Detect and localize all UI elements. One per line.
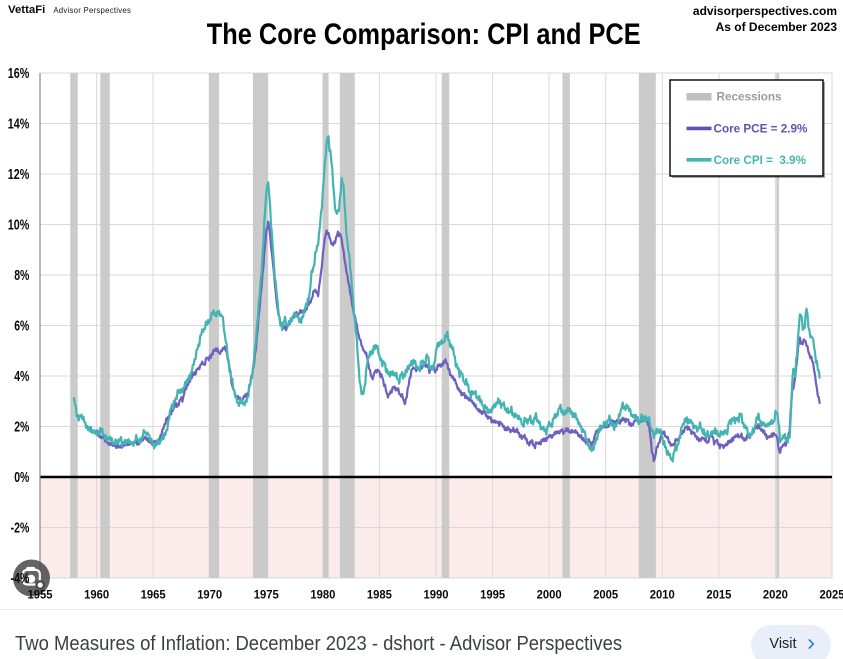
svg-text:1995: 1995 (480, 588, 505, 602)
svg-text:16%: 16% (8, 66, 30, 82)
svg-text:2010: 2010 (650, 588, 675, 602)
svg-text:2015: 2015 (706, 588, 731, 602)
svg-text:-4%: -4% (11, 571, 30, 587)
svg-text:Core PCE = 2.9%: Core PCE = 2.9% (714, 122, 808, 135)
svg-text:1975: 1975 (254, 588, 279, 602)
svg-text:2005: 2005 (593, 588, 618, 602)
svg-text:0%: 0% (14, 470, 29, 486)
svg-text:14%: 14% (8, 117, 30, 133)
svg-text:1965: 1965 (141, 588, 166, 602)
svg-text:10%: 10% (8, 218, 30, 234)
svg-text:2%: 2% (14, 420, 29, 436)
svg-text:2025: 2025 (820, 588, 843, 602)
svg-text:4%: 4% (14, 369, 29, 385)
svg-text:1960: 1960 (84, 588, 109, 602)
svg-text:Recessions: Recessions (717, 91, 782, 104)
svg-text:1980: 1980 (310, 588, 335, 602)
svg-text:2020: 2020 (763, 588, 788, 602)
svg-text:1990: 1990 (424, 588, 449, 602)
svg-text:2000: 2000 (537, 588, 562, 602)
svg-text:Core CPI = 3.9%: Core CPI = 3.9% (714, 154, 807, 167)
svg-text:12%: 12% (8, 167, 30, 183)
svg-text:1970: 1970 (197, 588, 222, 602)
svg-text:6%: 6% (14, 319, 29, 335)
svg-text:8%: 8% (14, 268, 29, 284)
svg-text:1955: 1955 (28, 588, 53, 602)
svg-text:1985: 1985 (367, 588, 392, 602)
svg-text:-2%: -2% (11, 521, 30, 537)
